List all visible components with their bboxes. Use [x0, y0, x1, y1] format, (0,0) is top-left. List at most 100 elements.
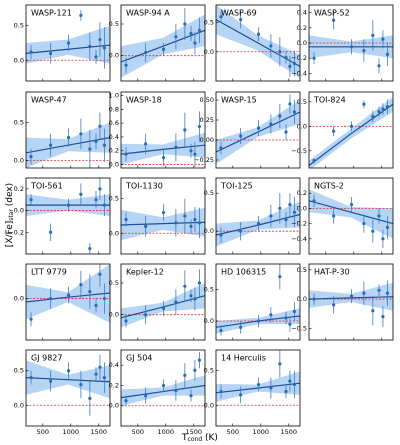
y-label-main: [X/Fe]	[5, 221, 15, 247]
data-point	[94, 198, 98, 202]
data-point	[381, 315, 385, 319]
data-point	[79, 382, 83, 387]
data-point	[29, 317, 33, 321]
data-point	[94, 303, 98, 308]
data-point	[161, 210, 166, 215]
y-tick-label: 0.0	[14, 207, 24, 215]
data-point	[278, 362, 282, 366]
plot-area	[121, 269, 205, 328]
panel-title: HAT-P-30	[314, 268, 350, 277]
panel-title: WASP-15	[221, 96, 257, 105]
y-tick-label: 0.4	[109, 361, 119, 369]
data-point	[362, 102, 366, 106]
data-point	[349, 124, 354, 128]
data-point	[161, 156, 166, 160]
y-tick-label: 0.5	[109, 279, 119, 287]
plot-area	[309, 96, 393, 168]
y-tick-label: 0.0	[14, 156, 24, 164]
y-tick-label: 0.5	[297, 266, 307, 274]
data-point	[193, 297, 197, 301]
y-tick-label: 0.5	[14, 367, 24, 375]
panel-title: WASP-69	[221, 9, 257, 18]
data-point	[193, 217, 197, 222]
data-point	[288, 64, 292, 68]
y-tick-label: 0.8	[109, 105, 119, 113]
y-tick-label: 0.0	[109, 311, 119, 319]
data-point	[193, 41, 197, 45]
data-point	[278, 206, 282, 210]
data-point	[381, 107, 385, 111]
fit-line	[121, 384, 205, 399]
data-point	[161, 383, 166, 388]
data-point	[174, 300, 178, 304]
panel-title: Kepler-12	[126, 268, 164, 277]
data-point	[284, 316, 288, 320]
fit-line	[26, 292, 110, 303]
panel-title: WASP-52	[314, 9, 350, 18]
plot-area	[216, 193, 300, 247]
x-tick-label: 1000	[63, 428, 80, 436]
data-point	[292, 309, 296, 314]
x-tick-label: 1000	[158, 428, 175, 436]
y-tick-label: 0.0	[109, 402, 119, 410]
confidence-band	[26, 25, 110, 64]
data-point	[29, 198, 33, 202]
y-tick-label: −0.2	[291, 220, 307, 228]
data-point	[193, 152, 197, 156]
data-point	[256, 222, 261, 226]
data-point	[174, 221, 178, 225]
panel-title: NGTS-2	[314, 182, 344, 191]
confidence-band	[26, 264, 110, 323]
data-point	[98, 124, 102, 128]
panel: 14 Herculis 0.0 0.5 500 1000 1500	[204, 349, 301, 436]
data-point	[49, 379, 53, 383]
data-point	[124, 63, 128, 67]
panel: WASP-15 −0.25 0.00 0.25 0.50	[194, 91, 301, 169]
data-point	[269, 122, 273, 126]
data-point	[377, 110, 381, 114]
data-point	[239, 134, 243, 138]
plot-area	[121, 111, 205, 167]
y-tick-label: 0.0	[14, 56, 24, 64]
plot-area	[26, 9, 110, 69]
data-point	[312, 199, 316, 203]
data-point	[269, 313, 273, 317]
data-point	[385, 52, 389, 57]
data-point	[219, 146, 223, 150]
data-point	[349, 203, 354, 207]
data-point	[371, 114, 375, 119]
y-tick-label: 0.0	[14, 401, 24, 409]
data-point	[219, 389, 223, 394]
data-point	[144, 224, 148, 228]
x-tick-label: 500	[37, 428, 49, 436]
data-point	[88, 147, 92, 151]
data-point	[332, 129, 336, 133]
panel: WASP-52 −0.4 −0.2 0.0 0.2 0.4	[291, 4, 394, 82]
x-axis-label: Tcond (K)	[181, 433, 218, 443]
y-tick-label: 0.0	[204, 401, 214, 409]
data-point	[269, 386, 273, 390]
y-tick-label: 0.2	[297, 24, 307, 32]
data-point	[219, 328, 223, 333]
data-point	[197, 124, 201, 129]
panel-frame	[25, 349, 111, 427]
data-point	[183, 128, 187, 132]
data-point	[256, 32, 261, 36]
y-tick-label: 0.0	[14, 295, 24, 303]
data-point	[29, 155, 33, 159]
x-tick-label: 1000	[253, 428, 270, 436]
plot-area	[309, 189, 393, 248]
panel: WASP-18 0.0 0.2 0.4 0.6 0.8 1.0	[109, 91, 206, 169]
plot-area	[26, 264, 110, 327]
y-tick-label: −0.5	[291, 324, 307, 332]
data-point	[239, 325, 243, 329]
data-point	[124, 319, 128, 323]
data-point	[312, 297, 316, 301]
data-point	[284, 389, 288, 394]
x-tick-label: 1500	[281, 428, 298, 436]
data-point	[197, 358, 201, 362]
data-point	[124, 217, 128, 222]
panel: NGTS-2 −0.4 −0.2 0.0 0.2	[291, 177, 394, 255]
data-point	[381, 37, 385, 41]
panel: WASP-69 0.0 0.5	[204, 4, 301, 82]
